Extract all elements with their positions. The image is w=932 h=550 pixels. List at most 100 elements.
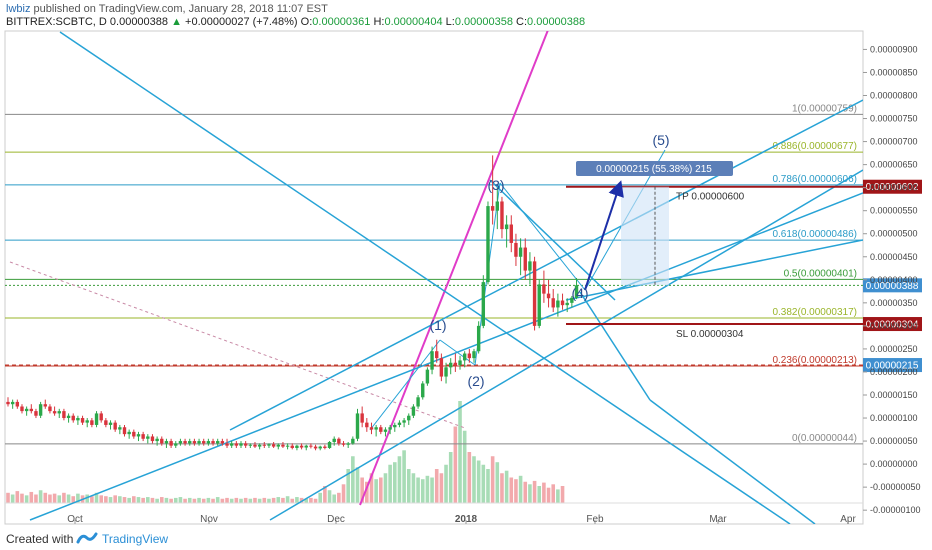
y-tick-label: 0.00000250: [870, 344, 918, 354]
volume-bar: [295, 497, 299, 503]
candle-body: [528, 261, 532, 271]
x-axis: Oct Nov Dec 2018 Feb Mar Apr: [67, 514, 856, 525]
candle-body: [500, 201, 504, 230]
volume-bar: [127, 497, 131, 503]
volume-bar: [169, 498, 173, 503]
volume-bar: [10, 494, 15, 503]
symbol-label[interactable]: BITTREX:SCBTC, D: [6, 16, 107, 28]
plot-area: [4, 30, 864, 525]
drawings: [9, 31, 863, 524]
candle-body: [169, 441, 173, 446]
volume-bar: [262, 497, 267, 503]
price-tag: [863, 278, 922, 293]
price-tag-label: 0.00000304: [866, 320, 919, 331]
volume-bar: [528, 484, 532, 503]
volume-bar: [537, 486, 542, 503]
tradingview-brand-link[interactable]: TradingView: [102, 532, 169, 546]
volume-bar: [304, 498, 309, 503]
candle-body: [444, 367, 448, 377]
volume-bar: [341, 484, 346, 503]
candle-body: [192, 441, 197, 444]
candle-body: [48, 406, 52, 412]
candle-body: [453, 362, 458, 366]
y-tick-label: 0.00000300: [870, 321, 918, 331]
volume-bar: [467, 452, 472, 503]
ohlc-line: BITTREX:SCBTC, D 0.00000388 ▲ +0.0000002…: [6, 16, 585, 28]
candle-body: [318, 446, 322, 449]
candle-body: [439, 358, 444, 377]
x-tick-label: Dec: [327, 514, 345, 525]
y-tick-label: 0.00000200: [870, 367, 918, 377]
candle-body: [407, 415, 411, 421]
volume-bar: [365, 481, 369, 503]
y-tick-label: 0.00000500: [870, 229, 918, 239]
candle-body: [379, 427, 383, 432]
volume-bar: [76, 493, 80, 503]
candle-body: [57, 411, 61, 414]
candle-body: [136, 434, 141, 437]
volume-bar: [57, 495, 62, 503]
volume-bar: [448, 452, 453, 503]
volume-bar: [187, 497, 192, 503]
y-tick-label: -0.00000050: [870, 482, 921, 492]
price-tag: [863, 317, 922, 332]
volume-bar: [48, 494, 52, 503]
candle-body: [99, 413, 103, 421]
candle-body: [202, 441, 206, 444]
measure-tooltip-text: 0.00000215 (55.38%) 215: [596, 164, 712, 175]
candle-body: [267, 444, 271, 446]
price-chart[interactable]: 1(0.00000759) 0.886(0.00000677) 0.786(0.00…: [0, 0, 932, 527]
volume-bar: [542, 482, 546, 503]
annotations: TP 0.00000600 SL 0.00000304 0.00000215 (55…: [429, 132, 922, 389]
volume-bar: [514, 479, 518, 503]
candle-body: [178, 441, 183, 444]
volume-bar: [411, 473, 416, 503]
volume-bar: [392, 462, 397, 503]
candle-body: [71, 415, 75, 421]
tradingview-logo-icon[interactable]: [76, 530, 98, 546]
author-link[interactable]: lwbiz: [6, 3, 31, 15]
candle-body: [574, 285, 579, 298]
fib-label: 0.5(0.00000401): [784, 268, 857, 279]
volume-bar: [38, 490, 43, 503]
published-text: published on TradingView.com, January 28…: [33, 3, 328, 15]
wave4-line: [499, 182, 586, 291]
candle-body: [141, 434, 145, 439]
candle-body: [337, 438, 341, 444]
wave-channel-right: [565, 239, 863, 301]
volume-bar: [183, 498, 187, 503]
volume-bar: [239, 498, 243, 503]
low-label: L:: [445, 16, 455, 28]
candle-body: [304, 445, 308, 448]
volume-bar: [164, 497, 169, 503]
volume-bar: [15, 491, 20, 503]
y-tick-label: 0.00000900: [870, 44, 918, 54]
volume-bar: [420, 479, 425, 503]
candle-body: [388, 427, 392, 430]
candle-body: [183, 441, 187, 444]
candle-body: [416, 397, 420, 407]
candle-body: [369, 427, 374, 430]
y-tick-label: 0.00000700: [870, 137, 918, 147]
volume-bar: [201, 498, 206, 503]
volume-bar: [141, 497, 145, 503]
candle-body: [523, 247, 527, 271]
candle-body: [90, 420, 94, 425]
y-tick-label: 0.00000400: [870, 275, 918, 285]
candle-body: [94, 413, 99, 425]
trend-line-ascending-upper: [229, 99, 863, 431]
candle-body: [435, 351, 439, 359]
volume-bar: [556, 489, 560, 503]
candle-body: [518, 247, 523, 257]
x-tick-label: Feb: [586, 514, 604, 525]
y-tick-label: 0.00000050: [870, 436, 918, 446]
footer: Created with TradingView: [0, 527, 932, 550]
volume-bar: [234, 497, 239, 503]
measure-tooltip: [576, 161, 733, 176]
y-tick-label: 0.00000350: [870, 298, 918, 308]
candle-body: [155, 438, 159, 442]
volume-bar: [248, 498, 253, 503]
candle-body: [76, 418, 80, 421]
wave1-line: [369, 339, 441, 431]
volume-bar: [20, 493, 24, 503]
